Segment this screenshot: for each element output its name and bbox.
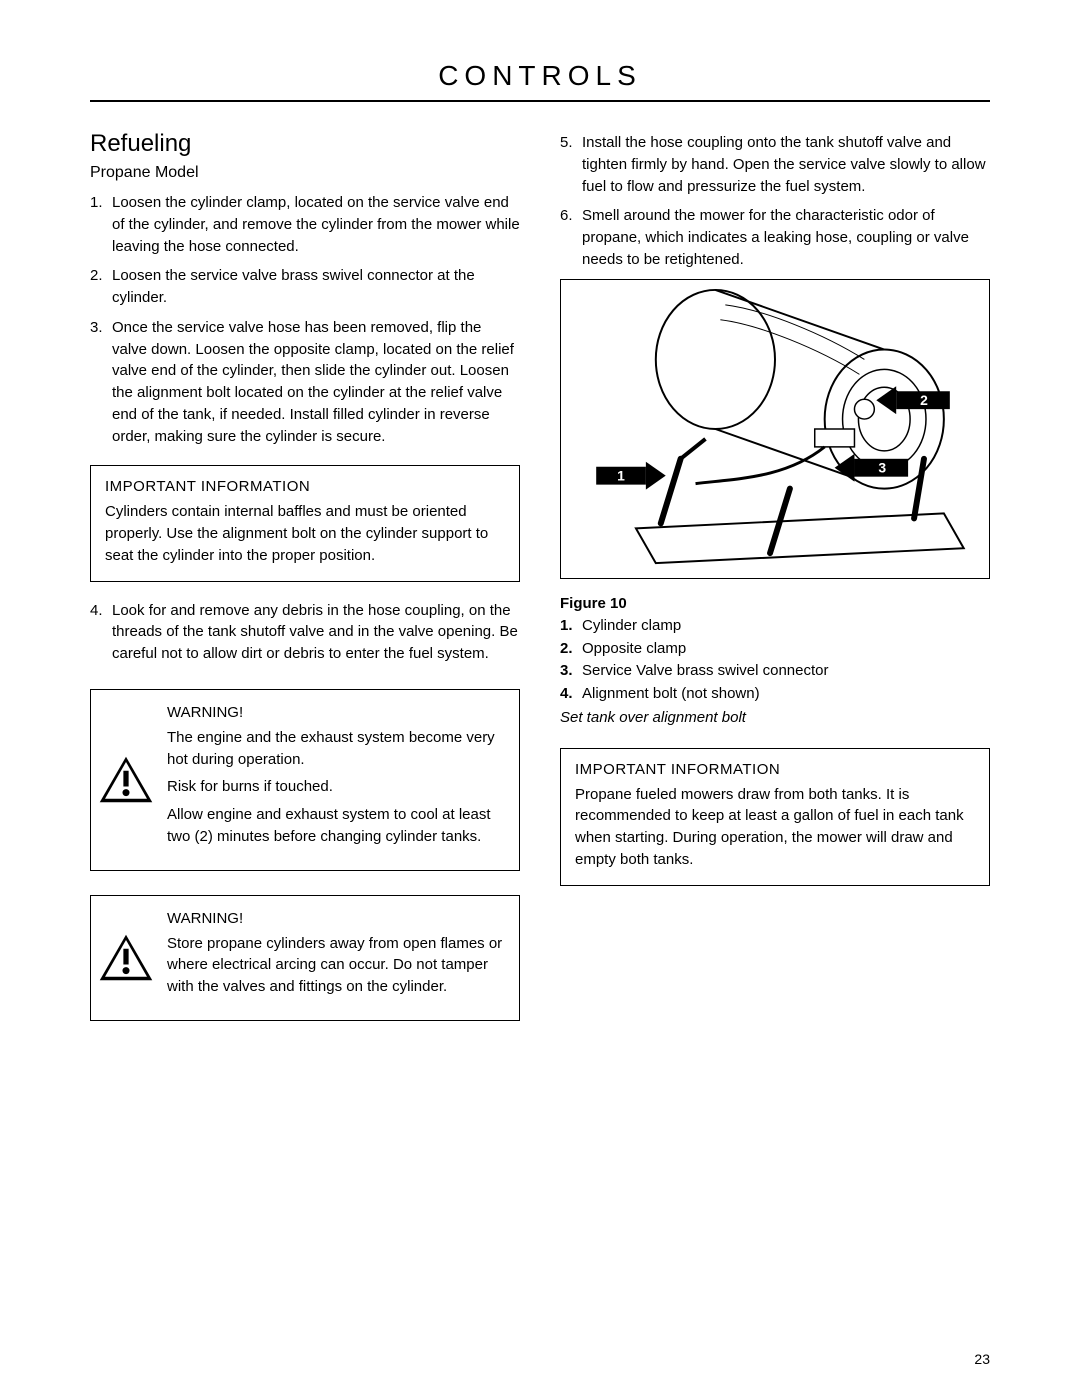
step-number: 2. bbox=[90, 265, 112, 309]
legend-num: 1. bbox=[560, 615, 582, 638]
step-text: Install the hose coupling onto the tank … bbox=[582, 132, 990, 197]
warning-box-2: WARNING! Store propane cylinders away fr… bbox=[90, 895, 520, 1021]
step-text: Look for and remove any debris in the ho… bbox=[112, 600, 520, 665]
figure-title: Figure 10 bbox=[560, 593, 990, 616]
step-1: 1. Loosen the cylinder clamp, located on… bbox=[90, 192, 520, 257]
right-column: 5. Install the hose coupling onto the ta… bbox=[560, 130, 990, 1021]
tank-illustration: 1 2 3 bbox=[561, 280, 989, 578]
step-number: 3. bbox=[90, 317, 112, 448]
legend-item: 3. Service Valve brass swivel connector bbox=[560, 660, 990, 683]
step-2: 2. Loosen the service valve brass swivel… bbox=[90, 265, 520, 309]
step-6: 6. Smell around the mower for the charac… bbox=[560, 205, 990, 270]
legend-text: Alignment bolt (not shown) bbox=[582, 683, 760, 706]
legend-item: 1. Cylinder clamp bbox=[560, 615, 990, 638]
page-title: CONTROLS bbox=[90, 60, 990, 92]
info-body: Cylinders contain internal baffles and m… bbox=[105, 501, 505, 566]
section-heading: Refueling bbox=[90, 130, 520, 158]
warning-title: WARNING! bbox=[167, 910, 503, 927]
warning-title: WARNING! bbox=[167, 704, 503, 721]
legend-text: Cylinder clamp bbox=[582, 615, 681, 638]
step-3: 3. Once the service valve hose has been … bbox=[90, 317, 520, 448]
svg-text:1: 1 bbox=[617, 467, 625, 483]
svg-text:3: 3 bbox=[878, 459, 886, 475]
step-5: 5. Install the hose coupling onto the ta… bbox=[560, 132, 990, 197]
two-column-layout: Refueling Propane Model 1. Loosen the cy… bbox=[90, 130, 990, 1021]
step-number: 4. bbox=[90, 600, 112, 665]
legend-num: 2. bbox=[560, 638, 582, 661]
warning-line: Allow engine and exhaust system to cool … bbox=[167, 804, 503, 848]
figure-propane-tank: 1 2 3 bbox=[560, 279, 990, 579]
svg-text:2: 2 bbox=[920, 392, 928, 408]
warning-line: Risk for burns if touched. bbox=[167, 776, 503, 798]
step-text: Loosen the service valve brass swivel co… bbox=[112, 265, 520, 309]
page: CONTROLS Refueling Propane Model 1. Loos… bbox=[0, 0, 1080, 1397]
legend-text: Service Valve brass swivel connector bbox=[582, 660, 829, 683]
step-text: Smell around the mower for the character… bbox=[582, 205, 990, 270]
info-title: IMPORTANT INFORMATION bbox=[105, 478, 505, 495]
step-number: 1. bbox=[90, 192, 112, 257]
legend-text: Opposite clamp bbox=[582, 638, 686, 661]
info-box-2: IMPORTANT INFORMATION Propane fueled mow… bbox=[560, 748, 990, 886]
warning-line: The engine and the exhaust system become… bbox=[167, 727, 503, 771]
legend-num: 4. bbox=[560, 683, 582, 706]
info-box-1: IMPORTANT INFORMATION Cylinders contain … bbox=[90, 465, 520, 581]
step-text: Loosen the cylinder clamp, located on th… bbox=[112, 192, 520, 257]
warning-body: WARNING! Store propane cylinders away fr… bbox=[161, 896, 519, 1020]
warning-triangle-icon bbox=[91, 896, 161, 1020]
warning-line: Store propane cylinders away from open f… bbox=[167, 933, 503, 998]
left-column: Refueling Propane Model 1. Loosen the cy… bbox=[90, 130, 520, 1021]
info-body: Propane fueled mowers draw from both tan… bbox=[575, 784, 975, 871]
legend-num: 3. bbox=[560, 660, 582, 683]
step-4: 4. Look for and remove any debris in the… bbox=[90, 600, 520, 665]
legend-item: 4. Alignment bolt (not shown) bbox=[560, 683, 990, 706]
warning-triangle-icon bbox=[91, 690, 161, 870]
info-title: IMPORTANT INFORMATION bbox=[575, 761, 975, 778]
figure-subcaption: Set tank over alignment bolt bbox=[560, 707, 990, 730]
subheading: Propane Model bbox=[90, 164, 520, 182]
warning-body: WARNING! The engine and the exhaust syst… bbox=[161, 690, 519, 870]
step-text: Once the service valve hose has been rem… bbox=[112, 317, 520, 448]
legend-item: 2. Opposite clamp bbox=[560, 638, 990, 661]
figure-caption: Figure 10 1. Cylinder clamp 2. Opposite … bbox=[560, 593, 990, 730]
warning-box-1: WARNING! The engine and the exhaust syst… bbox=[90, 689, 520, 871]
step-number: 5. bbox=[560, 132, 582, 197]
page-number: 23 bbox=[974, 1351, 990, 1367]
step-number: 6. bbox=[560, 205, 582, 270]
title-rule bbox=[90, 100, 990, 102]
